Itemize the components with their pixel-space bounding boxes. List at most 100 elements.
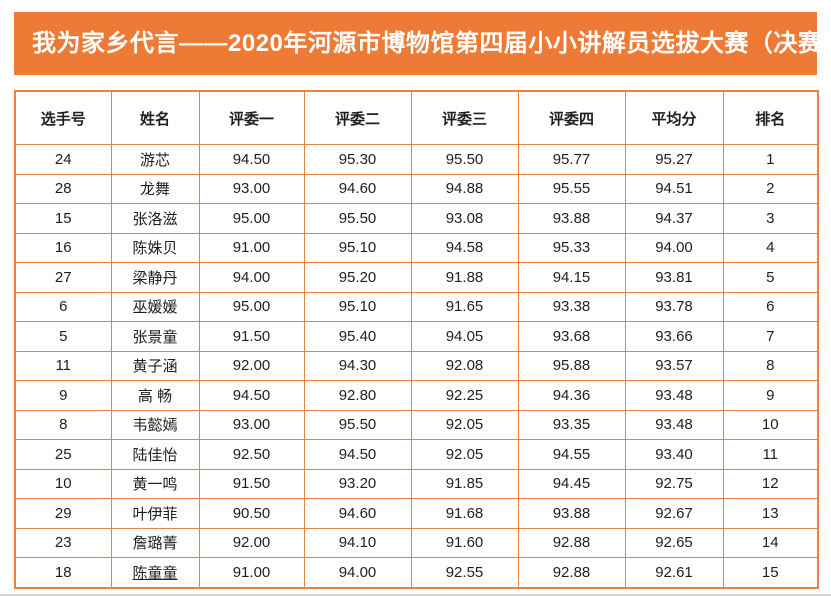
cell-average-score: 92.75 bbox=[624, 468, 724, 499]
cell-judge2-score: 94.50 bbox=[303, 439, 412, 470]
table-row: 6 巫媛媛 95.00 95.10 91.65 93.38 93.78 6 bbox=[14, 291, 819, 322]
cell-judge3-score: 91.88 bbox=[410, 262, 519, 293]
cell-average-score: 93.48 bbox=[624, 409, 724, 440]
cell-judge4-score: 93.88 bbox=[517, 203, 626, 234]
cell-judge2-score: 95.50 bbox=[303, 203, 412, 234]
table-row: 10 黄一鸣 91.50 93.20 91.85 94.45 92.75 12 bbox=[14, 468, 819, 499]
cell-judge1-score: 93.00 bbox=[198, 409, 305, 440]
page-title-banner: 我为家乡代言——2020年河源市博物馆第四届小小讲解员选拔大赛（决赛）统分表 bbox=[14, 12, 831, 75]
cell-judge1-score: 95.00 bbox=[198, 203, 305, 234]
cell-name: 游芯 bbox=[110, 144, 200, 175]
table-row: 28 龙舞 93.00 94.60 94.88 95.55 94.51 2 bbox=[14, 173, 819, 204]
table-row: 5 张景童 91.50 95.40 94.05 93.68 93.66 7 bbox=[14, 321, 819, 352]
col-header-average: 平均分 bbox=[624, 90, 724, 145]
cell-rank: 15 bbox=[722, 557, 819, 588]
col-header-judge2: 评委二 bbox=[303, 90, 412, 145]
cell-judge4-score: 94.45 bbox=[517, 468, 626, 499]
cell-contestant-no: 11 bbox=[14, 350, 112, 381]
cell-judge2-score: 94.10 bbox=[303, 527, 412, 558]
cell-judge1-score: 94.50 bbox=[198, 380, 305, 411]
cell-judge1-score: 94.00 bbox=[198, 262, 305, 293]
cell-judge4-score: 95.77 bbox=[517, 144, 626, 175]
cell-rank: 6 bbox=[722, 291, 819, 322]
cell-judge2-score: 95.40 bbox=[303, 321, 412, 352]
cell-judge4-score: 93.38 bbox=[517, 291, 626, 322]
cell-rank: 13 bbox=[722, 498, 819, 529]
cell-rank: 10 bbox=[722, 409, 819, 440]
cell-judge2-score: 95.10 bbox=[303, 291, 412, 322]
cell-judge2-score: 94.00 bbox=[303, 557, 412, 588]
cell-average-score: 92.65 bbox=[624, 527, 724, 558]
header-row: 选手号 姓名 评委一 评委二 评委三 评委四 平均分 排名 bbox=[14, 90, 819, 145]
cell-judge4-score: 94.55 bbox=[517, 439, 626, 470]
cell-judge1-score: 91.00 bbox=[198, 232, 305, 263]
cell-judge3-score: 92.05 bbox=[410, 409, 519, 440]
cell-contestant-no: 15 bbox=[14, 203, 112, 234]
cell-judge4-score: 94.15 bbox=[517, 262, 626, 293]
cell-rank: 9 bbox=[722, 380, 819, 411]
cell-contestant-no: 25 bbox=[14, 439, 112, 470]
col-header-rank: 排名 bbox=[722, 90, 819, 145]
table-row: 27 梁静丹 94.00 95.20 91.88 94.15 93.81 5 bbox=[14, 262, 819, 293]
cell-contestant-no: 5 bbox=[14, 321, 112, 352]
cell-judge1-score: 92.00 bbox=[198, 350, 305, 381]
cell-judge2-score: 92.80 bbox=[303, 380, 412, 411]
table-row: 23 詹璐菁 92.00 94.10 91.60 92.88 92.65 14 bbox=[14, 527, 819, 558]
cell-average-score: 94.51 bbox=[624, 173, 724, 204]
cell-judge2-score: 95.30 bbox=[303, 144, 412, 175]
cell-average-score: 94.00 bbox=[624, 232, 724, 263]
cell-judge3-score: 95.50 bbox=[410, 144, 519, 175]
table-row: 16 陈姝贝 91.00 95.10 94.58 95.33 94.00 4 bbox=[14, 232, 819, 263]
col-header-judge1: 评委一 bbox=[198, 90, 305, 145]
table-row: 29 叶伊菲 90.50 94.60 91.68 93.88 92.67 13 bbox=[14, 498, 819, 529]
cell-rank: 3 bbox=[722, 203, 819, 234]
cell-name: 张洛滋 bbox=[110, 203, 200, 234]
table-row: 25 陆佳怡 92.50 94.50 92.05 94.55 93.40 11 bbox=[14, 439, 819, 470]
cell-name: 詹璐菁 bbox=[110, 527, 200, 558]
col-header-judge3: 评委三 bbox=[410, 90, 519, 145]
cell-average-score: 93.40 bbox=[624, 439, 724, 470]
cell-judge4-score: 95.88 bbox=[517, 350, 626, 381]
cell-judge2-score: 95.50 bbox=[303, 409, 412, 440]
cell-judge3-score: 91.85 bbox=[410, 468, 519, 499]
table-row: 11 黄子涵 92.00 94.30 92.08 95.88 93.57 8 bbox=[14, 350, 819, 381]
cell-judge3-score: 92.05 bbox=[410, 439, 519, 470]
cell-judge4-score: 92.88 bbox=[517, 527, 626, 558]
cell-judge1-score: 93.00 bbox=[198, 173, 305, 204]
col-header-name: 姓名 bbox=[110, 90, 200, 145]
cell-name: 龙舞 bbox=[110, 173, 200, 204]
cell-average-score: 93.57 bbox=[624, 350, 724, 381]
cell-average-score: 93.81 bbox=[624, 262, 724, 293]
cell-judge4-score: 93.88 bbox=[517, 498, 626, 529]
cell-judge3-score: 92.25 bbox=[410, 380, 519, 411]
cell-judge2-score: 94.60 bbox=[303, 498, 412, 529]
page-bottom-divider bbox=[0, 594, 831, 596]
cell-judge2-score: 95.20 bbox=[303, 262, 412, 293]
cell-average-score: 95.27 bbox=[624, 144, 724, 175]
cell-judge3-score: 94.88 bbox=[410, 173, 519, 204]
table-row: 18 陈童童 91.00 94.00 92.55 92.88 92.61 15 bbox=[14, 557, 819, 588]
cell-judge1-score: 94.50 bbox=[198, 144, 305, 175]
cell-rank: 1 bbox=[722, 144, 819, 175]
cell-rank: 2 bbox=[722, 173, 819, 204]
cell-rank: 4 bbox=[722, 232, 819, 263]
cell-judge4-score: 93.35 bbox=[517, 409, 626, 440]
cell-judge3-score: 93.08 bbox=[410, 203, 519, 234]
cell-name: 张景童 bbox=[110, 321, 200, 352]
cell-judge4-score: 93.68 bbox=[517, 321, 626, 352]
cell-judge3-score: 91.68 bbox=[410, 498, 519, 529]
cell-judge4-score: 95.33 bbox=[517, 232, 626, 263]
table-row: 8 韦懿嫣 93.00 95.50 92.05 93.35 93.48 10 bbox=[14, 409, 819, 440]
cell-name: 黄一鸣 bbox=[110, 468, 200, 499]
cell-name: 巫媛媛 bbox=[110, 291, 200, 322]
cell-name: 高 畅 bbox=[110, 380, 200, 411]
cell-name: 叶伊菲 bbox=[110, 498, 200, 529]
cell-rank: 5 bbox=[722, 262, 819, 293]
cell-average-score: 93.78 bbox=[624, 291, 724, 322]
cell-name: 陆佳怡 bbox=[110, 439, 200, 470]
cell-judge2-score: 94.30 bbox=[303, 350, 412, 381]
cell-judge3-score: 91.60 bbox=[410, 527, 519, 558]
cell-average-score: 92.61 bbox=[624, 557, 724, 588]
cell-name: 陈姝贝 bbox=[110, 232, 200, 263]
cell-name: 黄子涵 bbox=[110, 350, 200, 381]
